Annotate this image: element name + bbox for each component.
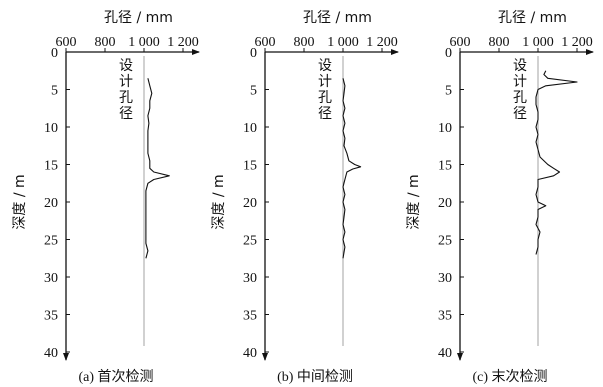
y-tick-label: 35 (44, 309, 58, 324)
design-diameter-label-char: 孔 (513, 90, 527, 106)
y-tick-label: 30 (243, 271, 257, 286)
y-tick-label: 15 (243, 159, 257, 174)
y-tick-label: 0 (250, 46, 257, 61)
x-tick-label: 600 (450, 35, 471, 50)
y-tick-label: 20 (243, 196, 257, 211)
design-diameter-label-char: 设 (119, 58, 133, 74)
design-diameter-label-char: 孔 (318, 90, 332, 106)
design-diameter-label-char: 设 (513, 58, 527, 74)
x-tick-label: 800 (95, 35, 116, 50)
y-tick-label: 5 (250, 84, 257, 99)
design-diameter-label-char: 设 (318, 58, 332, 74)
y-tick-label: 35 (243, 309, 257, 324)
panel-caption: (b) 中间检测 (277, 369, 353, 385)
x-tick-label: 1 000 (522, 35, 554, 50)
y-tick-label: 40 (44, 346, 58, 361)
y-tick-label: 15 (438, 159, 452, 174)
y-tick-label: 40 (438, 346, 452, 361)
panel-caption: (c) 末次检测 (472, 369, 547, 385)
x-tick-label: 1 000 (327, 35, 359, 50)
design-diameter-label-char: 径 (513, 106, 527, 122)
y-tick-label: 30 (44, 271, 58, 286)
y-axis-title: 深度 / m (12, 174, 28, 229)
x-tick-label: 1 200 (167, 35, 199, 50)
y-tick-label: 10 (243, 121, 257, 136)
chart-panel-2: 孔径 / mm 600 800 1 000 1 200 0 5 10 15 20 25 30 35 40 深… (211, 10, 399, 385)
x-axis-title: 孔径 / mm (104, 10, 173, 26)
design-diameter-label-char: 计 (119, 74, 133, 90)
y-tick-label: 10 (438, 121, 452, 136)
y-tick-label: 10 (44, 121, 58, 136)
x-tick-label: 600 (56, 35, 77, 50)
x-tick-label: 800 (294, 35, 315, 50)
x-tick-label: 1 000 (128, 35, 160, 50)
chart-panel-1: 孔径 / mm 600 800 1 000 1 200 0 5 10 15 20 25 30 35 40 深… (12, 10, 200, 385)
x-axis-title: 孔径 / mm (498, 10, 567, 26)
y-tick-label: 20 (44, 196, 58, 211)
chart-panel-3: 孔径 / mm 600 800 1 000 1 200 0 5 10 15 20 25 30 35 40 深… (406, 10, 594, 385)
y-tick-label: 40 (243, 346, 257, 361)
x-tick-label: 1 200 (561, 35, 593, 50)
y-tick-label: 25 (438, 234, 452, 249)
y-tick-label: 0 (445, 46, 452, 61)
y-tick-label: 0 (51, 46, 58, 61)
y-tick-label: 15 (44, 159, 58, 174)
y-tick-label: 35 (438, 309, 452, 324)
design-diameter-label-char: 孔 (119, 90, 133, 106)
x-axis-title: 孔径 / mm (303, 10, 372, 26)
x-tick-label: 600 (255, 35, 276, 50)
x-tick-label: 1 200 (366, 35, 398, 50)
y-tick-label: 30 (438, 271, 452, 286)
y-tick-label: 25 (243, 234, 257, 249)
y-tick-label: 5 (51, 84, 58, 99)
y-tick-label: 5 (445, 84, 452, 99)
panel-caption: (a) 首次检测 (78, 369, 153, 385)
y-axis-title: 深度 / m (211, 174, 227, 229)
measured-diameter-series (342, 78, 362, 259)
measured-diameter-series (145, 78, 170, 259)
design-diameter-label-char: 计 (513, 74, 527, 90)
measured-diameter-series (535, 70, 578, 255)
y-tick-label: 20 (438, 196, 452, 211)
y-axis-title: 深度 / m (406, 174, 422, 229)
design-diameter-label-char: 径 (318, 106, 332, 122)
x-tick-label: 800 (489, 35, 510, 50)
design-diameter-label-char: 计 (318, 74, 332, 90)
design-diameter-label-char: 径 (119, 106, 133, 122)
y-tick-label: 25 (44, 234, 58, 249)
